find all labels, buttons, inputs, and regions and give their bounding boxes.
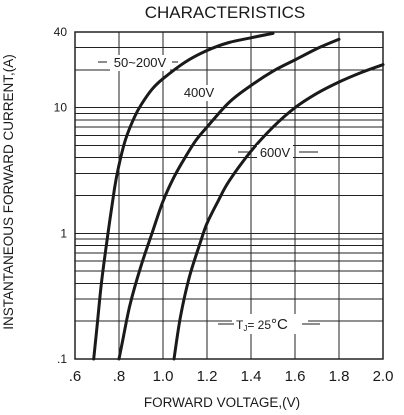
series-line-2	[117, 37, 341, 361]
x-tick-label: 1.8	[329, 368, 350, 385]
series-labels: 50~200V 400V 600V	[98, 55, 318, 161]
y-axis-label: INSTANTANEOUS FORWARD CURRENT,(A)	[1, 54, 16, 330]
series-label-bg	[257, 145, 293, 161]
condition-value: = 25	[247, 318, 271, 332]
plot-frame	[74, 31, 384, 360]
plot-grid	[74, 31, 384, 360]
y-tick-label: 10	[54, 101, 68, 115]
chart-title: CHARACTERISTICS	[145, 3, 306, 22]
series-label-bg	[110, 55, 170, 71]
y-tick-label: .1	[57, 352, 67, 366]
series-label-1: 50~200V	[114, 55, 167, 70]
x-axis-ticks: .6 .8 1.0 1.2 1.4 1.6 1.8 2.0	[69, 368, 394, 385]
x-tick-label: 1.6	[285, 368, 306, 385]
x-tick-label: 1.0	[153, 368, 174, 385]
condition-subscript: J	[243, 324, 247, 333]
svg-text:TJ= 25°C: TJ= 25°C	[236, 316, 288, 333]
junction-temperature-note: TJ= 25°C	[218, 314, 320, 334]
x-tick-label: .6	[69, 368, 82, 385]
series-label-3: 600V	[260, 145, 291, 160]
y-tick-label: 1	[60, 226, 67, 240]
series-label-2: 400V	[184, 85, 215, 100]
x-tick-label: 1.2	[197, 368, 218, 385]
x-tick-label: 2.0	[373, 368, 394, 385]
x-tick-label: 1.4	[241, 368, 262, 385]
series-curves	[92, 31, 385, 361]
y-tick-label: 40	[54, 25, 68, 39]
condition-prefix: T	[236, 318, 244, 332]
series-line-1	[92, 31, 275, 361]
y-axis-ticks: .1 1 10 40	[54, 25, 68, 366]
x-tick-label: .8	[113, 368, 126, 385]
series-label-bg	[181, 85, 217, 101]
condition-unit: °C	[271, 316, 288, 333]
x-axis-label: FORWARD VOLTAGE,(V)	[144, 395, 300, 410]
series-line-3	[172, 63, 385, 361]
